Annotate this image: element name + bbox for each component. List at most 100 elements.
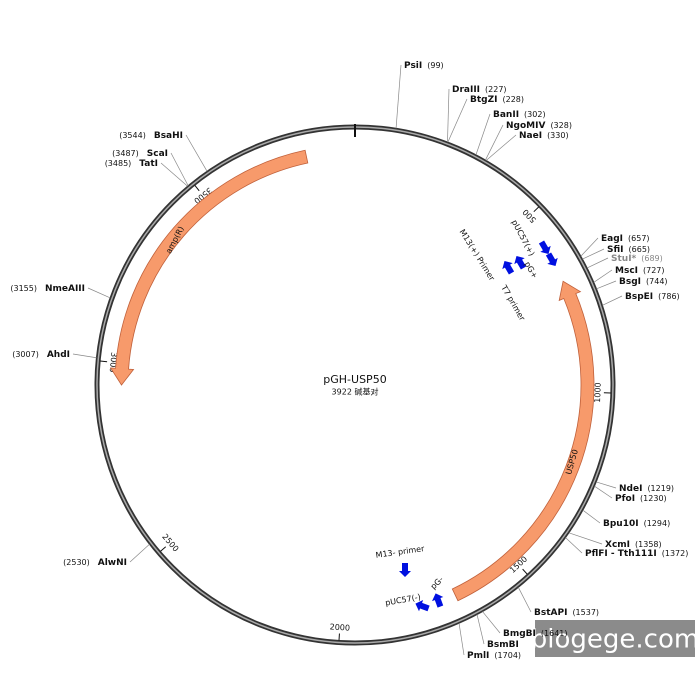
site-position: (657) (628, 234, 650, 243)
tick-mark (533, 206, 540, 213)
site-line (476, 614, 485, 645)
site-label: StuI* (689) (611, 254, 663, 264)
tick-label: 2000 (329, 622, 350, 632)
site-position: (3007) (12, 350, 39, 359)
site-position: (3485) (105, 159, 132, 168)
site-label: NaeI (330) (519, 131, 569, 141)
site-position: (3544) (119, 131, 146, 140)
watermark-box (535, 620, 695, 657)
site-line (185, 134, 208, 172)
watermark: blogege.com (531, 625, 699, 655)
site-name: DraIII (452, 85, 480, 95)
site-position: (3487) (112, 149, 139, 158)
site-label: SfiI (665) (607, 245, 650, 255)
site-name: EagI (601, 234, 623, 244)
site-name: PsiI (404, 61, 422, 71)
site-line (87, 287, 111, 299)
site-label: BanII (302) (493, 110, 546, 120)
site-name: MscI (615, 266, 638, 276)
site-line (395, 64, 402, 129)
site-label: EagI (657) (601, 234, 650, 244)
site-position: (727) (643, 266, 665, 275)
site-label: PsiI (99) (404, 61, 444, 71)
site-position: (330) (547, 131, 569, 140)
site-position: (1641) (541, 629, 568, 638)
site-line (72, 353, 97, 359)
site-position: (2530) (63, 558, 90, 567)
site-position: (689) (641, 254, 663, 263)
site-name: BanII (493, 110, 519, 120)
site-position: (1219) (647, 484, 674, 493)
site-line (593, 269, 613, 283)
site-line (447, 88, 450, 143)
site-name: BsgI (619, 277, 641, 287)
site-line (458, 623, 465, 656)
site-line (582, 248, 605, 260)
site-label: (3007) AhdI (12, 350, 70, 360)
feature-arrow (451, 280, 595, 602)
site-line (170, 152, 189, 186)
tick-mark (160, 546, 167, 552)
primer-arrow (399, 563, 411, 577)
site-name: AhdI (47, 350, 70, 360)
site-name: PflFI - Tth111I (585, 549, 657, 559)
site-line (482, 611, 501, 634)
site-label: (3485) TatI (105, 159, 158, 169)
site-line (568, 532, 603, 545)
site-line (582, 509, 601, 524)
tick-mark (100, 360, 108, 363)
site-label: PfoI (1230) (615, 494, 667, 504)
site-label: Bpu10I (1294) (603, 519, 670, 529)
site-position: (1230) (640, 494, 667, 503)
site-name: PfoI (615, 494, 635, 504)
tick-label: 1000 (593, 382, 603, 403)
site-name: NgoMIV (506, 121, 545, 131)
site-label: (2530) AlwNI (63, 558, 127, 568)
site-position: (328) (550, 121, 572, 130)
site-line (129, 543, 150, 563)
site-name: BstAPI (534, 608, 567, 618)
site-name: SfiI (607, 245, 624, 255)
site-position: (1704) (494, 651, 521, 660)
site-label: (3544) BsaHI (119, 131, 183, 141)
site-name: BmgBI (503, 629, 536, 639)
feature-arrow (109, 149, 309, 386)
plasmid-name: pGH-USP50 (323, 373, 386, 386)
site-position: (786) (658, 292, 680, 301)
site-position: (1537) (572, 608, 599, 617)
tick-mark (522, 568, 528, 575)
primer-arrow (545, 252, 558, 267)
site-label: XcmI (1358) (605, 540, 662, 550)
site-line (447, 98, 468, 143)
site-label: (3487) ScaI (112, 149, 168, 159)
site-label: BmgBI (1641) (503, 629, 568, 639)
site-name: NaeI (519, 131, 542, 141)
site-line (518, 587, 532, 613)
site-line (594, 485, 613, 499)
site-line (587, 257, 609, 269)
site-line (565, 537, 583, 554)
site-line (475, 113, 491, 155)
site-line (160, 162, 188, 187)
site-position: (665) (629, 245, 651, 254)
primer-arrow (415, 600, 430, 612)
site-label: PmlI (1704) (467, 651, 521, 661)
site-name: AlwNI (98, 558, 127, 568)
site-position: (3155) (10, 284, 37, 293)
site-name: BsmBI (487, 640, 519, 650)
site-line (602, 295, 623, 306)
tick-mark (194, 184, 200, 192)
site-label: BstAPI (1537) (534, 608, 599, 618)
site-name: PmlI (467, 651, 489, 661)
site-label: BsgI (744) (619, 277, 668, 287)
primer-arrow (514, 255, 527, 270)
site-line (580, 237, 599, 257)
site-position: (1358) (635, 540, 662, 549)
site-position: (1294) (644, 519, 671, 528)
site-name: NmeAIII (45, 284, 85, 294)
site-position: (228) (502, 95, 524, 104)
site-line (596, 481, 617, 489)
site-label: BspEI (786) (625, 292, 680, 302)
